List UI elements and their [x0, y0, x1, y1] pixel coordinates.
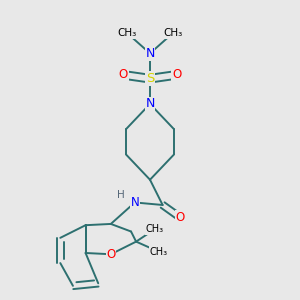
- Text: N: N: [145, 47, 155, 60]
- Text: CH₃: CH₃: [150, 247, 168, 257]
- Text: O: O: [119, 68, 128, 81]
- Text: O: O: [172, 68, 181, 81]
- Text: CH₃: CH₃: [163, 28, 182, 38]
- Text: O: O: [106, 248, 116, 261]
- Text: N: N: [130, 196, 139, 209]
- Text: O: O: [176, 211, 185, 224]
- Text: CH₃: CH₃: [146, 224, 164, 234]
- Text: CH₃: CH₃: [118, 28, 137, 38]
- Text: S: S: [146, 72, 154, 85]
- Text: H: H: [117, 190, 125, 200]
- Text: N: N: [145, 98, 155, 110]
